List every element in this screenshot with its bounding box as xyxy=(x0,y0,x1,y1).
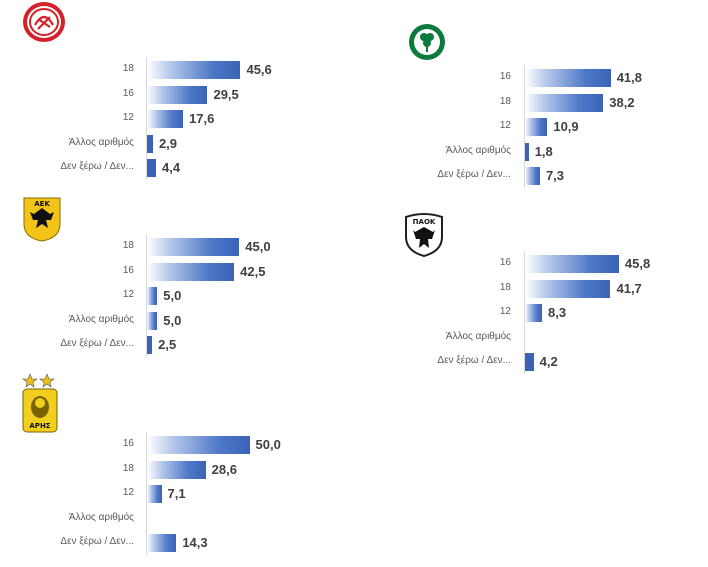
olympiacos-logo xyxy=(22,1,66,43)
category-label: Δεν ξέρω / Δεν... xyxy=(60,338,134,349)
bar-value-label: 17,6 xyxy=(189,111,215,126)
bar xyxy=(147,287,158,305)
category-label: 18 xyxy=(122,240,134,251)
category-label: 12 xyxy=(122,112,134,123)
category-label: 18 xyxy=(499,281,511,293)
category-label: 16 xyxy=(122,264,134,276)
bar xyxy=(147,262,235,281)
category-label: Άλλος αριθμός xyxy=(68,511,134,523)
bar-value-label: 8,3 xyxy=(548,305,567,320)
bar-value-label: 10,9 xyxy=(553,119,579,134)
category-label: 18 xyxy=(122,462,134,474)
chart-axis-line xyxy=(146,57,147,180)
bar-value-label: 2,5 xyxy=(158,337,177,352)
bar xyxy=(147,460,206,479)
bar-value-label: 41,8 xyxy=(616,70,642,85)
bar xyxy=(525,279,611,298)
bar-value-label: 4,2 xyxy=(539,354,558,369)
bar-value-label: 29,5 xyxy=(213,86,239,102)
bar-value-label: 2,9 xyxy=(158,135,178,151)
category-label: 18 xyxy=(499,95,511,107)
category-label: Άλλος αριθμός xyxy=(445,330,511,342)
aris-logo: ΑΡΗΣ xyxy=(22,373,58,433)
bar-value-label: 28,6 xyxy=(211,461,237,477)
category-label: 16 xyxy=(122,438,134,449)
svg-text:ΑΡΗΣ: ΑΡΗΣ xyxy=(29,422,50,430)
bar xyxy=(525,142,529,161)
bar-value-label: 1,8 xyxy=(534,143,553,159)
bar-value-label: 45,6 xyxy=(246,62,272,77)
bar xyxy=(147,159,157,177)
category-label: 12 xyxy=(499,306,511,317)
chart-axis-line xyxy=(146,432,147,555)
bar-value-label: 42,5 xyxy=(240,263,266,279)
bar-value-label: 7,3 xyxy=(545,168,565,183)
bar xyxy=(147,436,250,454)
bar xyxy=(147,336,153,354)
bar-value-label: 5,0 xyxy=(163,312,182,328)
paok-logo: ΠΑΟΚ xyxy=(404,211,444,258)
bar-value-label: 38,2 xyxy=(609,94,635,110)
bar xyxy=(147,238,240,256)
svg-text:ΑΕΚ: ΑΕΚ xyxy=(34,200,50,208)
chart-axis-line xyxy=(146,234,147,357)
category-label: Άλλος αριθμός xyxy=(445,144,511,156)
bar xyxy=(525,255,619,273)
bar-value-label: 45,8 xyxy=(624,256,651,271)
bar xyxy=(147,311,158,330)
chart-axis-line xyxy=(524,251,525,374)
bar xyxy=(525,69,611,87)
bar xyxy=(147,534,177,552)
bar xyxy=(147,85,208,104)
category-label: Δεν ξέρω / Δεν... xyxy=(60,536,134,547)
category-label: 12 xyxy=(122,487,134,498)
category-label: Άλλος αριθμός xyxy=(68,136,134,148)
bar xyxy=(525,353,534,371)
bar xyxy=(147,110,184,128)
bar-value-label: 4,4 xyxy=(162,160,181,175)
category-label: 16 xyxy=(499,71,511,82)
bar-value-label: 45,0 xyxy=(245,239,271,254)
category-label: 16 xyxy=(122,87,134,99)
category-label: Δεν ξέρω / Δεν... xyxy=(437,355,511,366)
bar xyxy=(525,167,540,185)
category-label: 12 xyxy=(499,120,511,131)
bar xyxy=(147,485,162,503)
svg-text:ΠΑΟΚ: ΠΑΟΚ xyxy=(413,218,436,226)
category-label: Άλλος αριθμός xyxy=(68,313,134,325)
bar-value-label: 50,0 xyxy=(255,437,281,452)
category-label: Δεν ξέρω / Δεν... xyxy=(60,161,134,172)
category-label: 18 xyxy=(122,63,134,74)
aek-logo: ΑΕΚ xyxy=(22,196,62,242)
category-label: 12 xyxy=(122,289,134,300)
category-label: Δεν ξέρω / Δεν... xyxy=(437,169,511,180)
chart-axis-line xyxy=(524,65,525,188)
bar-value-label: 14,3 xyxy=(182,535,208,550)
bar xyxy=(147,61,241,79)
panathinaikos-logo xyxy=(408,21,446,63)
bar-value-label: 41,7 xyxy=(616,280,642,296)
bar xyxy=(147,134,153,153)
bar-value-label: 5,0 xyxy=(163,288,182,303)
bar xyxy=(525,304,542,322)
category-label: 16 xyxy=(499,257,511,268)
bar xyxy=(525,93,604,112)
bar-value-label: 7,1 xyxy=(167,486,186,501)
bar xyxy=(525,118,548,136)
